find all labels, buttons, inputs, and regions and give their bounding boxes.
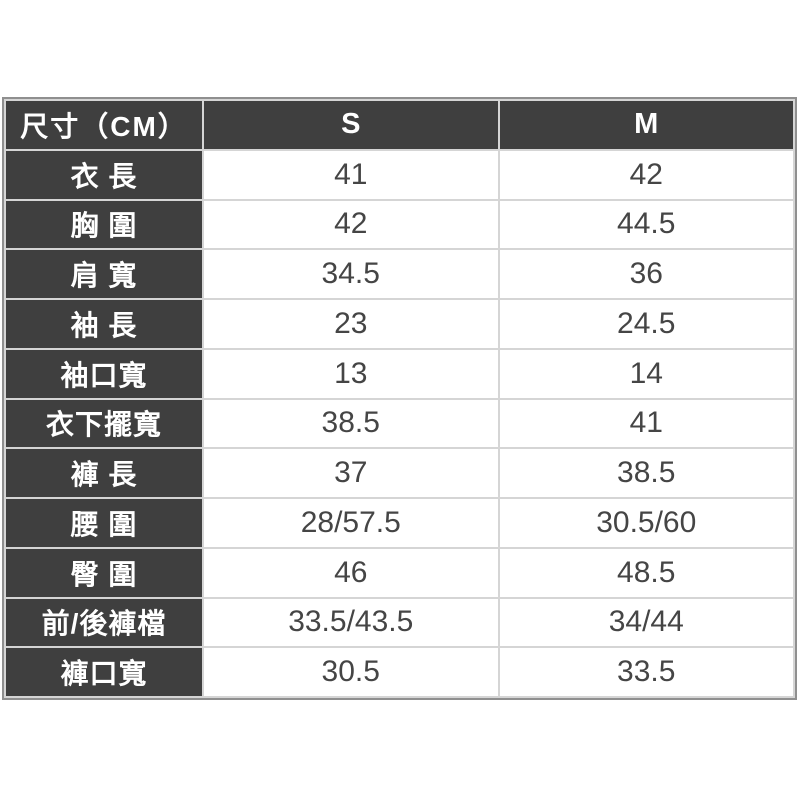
value-s: 28/57.5 [204, 499, 498, 547]
value-m: 44.5 [499, 200, 793, 249]
value-s: 41 [204, 150, 498, 199]
value-m: 24.5 [499, 300, 793, 348]
row-label: 衣 長 [6, 150, 202, 199]
value-m: 36 [499, 250, 793, 298]
value-s: 33.5/43.5 [204, 598, 498, 647]
row-label: 褲口寬 [6, 648, 202, 696]
row-label: 衣下擺寬 [6, 399, 202, 448]
column-header-m: M [499, 101, 793, 149]
value-m: 14 [499, 349, 793, 398]
value-s: 46 [204, 548, 498, 597]
value-s: 30.5 [204, 648, 498, 696]
value-m: 48.5 [499, 548, 793, 597]
value-s: 38.5 [204, 399, 498, 448]
value-m: 34/44 [499, 598, 793, 647]
row-label: 臀 圍 [6, 548, 202, 597]
column-header-s: S [204, 101, 498, 149]
row-label: 腰 圍 [6, 499, 202, 547]
row-label: 袖口寬 [6, 349, 202, 398]
value-s: 23 [204, 300, 498, 348]
corner-header-size-cm: 尺寸（CM） [6, 101, 202, 149]
value-m: 41 [499, 399, 793, 448]
value-m: 33.5 [499, 648, 793, 696]
row-label: 前/後褲檔 [6, 598, 202, 647]
value-m: 42 [499, 150, 793, 199]
value-m: 38.5 [499, 449, 793, 497]
row-label: 褲 長 [6, 449, 202, 497]
value-s: 42 [204, 200, 498, 249]
row-label: 肩 寬 [6, 250, 202, 298]
value-s: 37 [204, 449, 498, 497]
value-m: 30.5/60 [499, 499, 793, 547]
row-label: 袖 長 [6, 300, 202, 348]
row-label: 胸 圍 [6, 200, 202, 249]
value-s: 13 [204, 349, 498, 398]
value-s: 34.5 [204, 250, 498, 298]
